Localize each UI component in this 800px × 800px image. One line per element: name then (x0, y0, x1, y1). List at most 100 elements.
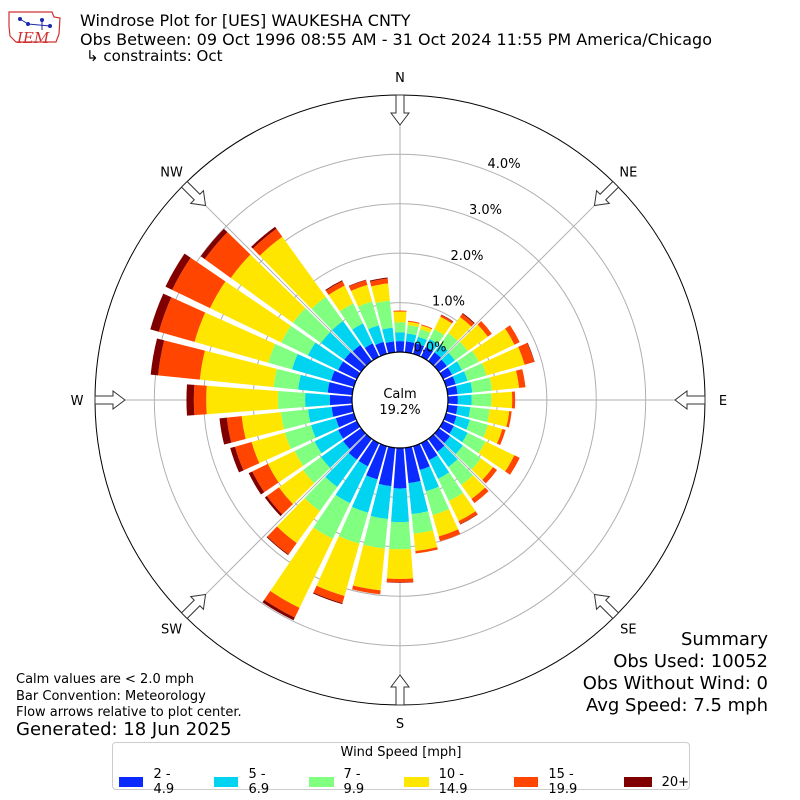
wind-bar-segment (313, 585, 345, 604)
wind-bar-segment (298, 374, 330, 393)
wind-bar-segment (230, 254, 306, 323)
wind-bar-segment (193, 384, 207, 416)
wind-bar-segment (370, 483, 392, 520)
wind-bar-segment (266, 536, 289, 556)
legend: Wind Speed [mph] 2 - 4.9 5 - 6.9 7 - 9.9… (112, 742, 690, 797)
legend-swatch (404, 777, 429, 787)
wind-bar-segment (292, 307, 331, 344)
wind-bar-segment (267, 451, 304, 483)
wind-bar-segment (432, 509, 459, 537)
wind-bar-segment (483, 424, 503, 444)
wind-bar-segment (478, 441, 515, 472)
wind-bar-segment (386, 578, 414, 583)
legend-title: Wind Speed [mph] (340, 745, 462, 760)
summary-obs-without-wind: Obs Without Wind: 0 (582, 673, 768, 694)
wind-bar-segment (158, 297, 206, 342)
wind-bar-segment (428, 434, 445, 452)
wind-bar-segment (338, 361, 361, 380)
wind-bar-segment (375, 300, 393, 330)
wind-bar-segment (459, 324, 488, 352)
wind-bar-segment (268, 343, 298, 370)
wind-bar-segment (338, 506, 369, 544)
wind-bar-segment (209, 281, 291, 343)
wind-bar-segment (241, 412, 284, 440)
flow-arrows-note: Flow arrows relative to plot center. (16, 705, 242, 720)
wind-bar-segment (206, 385, 279, 415)
radial-tick-label: 1.0% (432, 295, 465, 310)
chart-title: Windrose Plot for [UES] WAUKESHA CNTY (80, 11, 411, 30)
wind-bar-segment (284, 425, 316, 450)
iem-logo: IEM (6, 8, 64, 54)
wind-bar-segment (407, 320, 420, 324)
wind-bar-segment (262, 599, 295, 621)
wind-bar-segment (466, 419, 489, 438)
wind-bar-segment (325, 281, 345, 295)
direction-label-ne: NE (619, 166, 637, 181)
wind-bar-segment (194, 312, 276, 363)
flow-arrow-s (390, 674, 410, 706)
wind-bar-segment (316, 536, 360, 596)
legend-swatch (119, 777, 144, 787)
wind-bar-segment (443, 376, 456, 387)
legend-swatch (214, 777, 239, 787)
wind-bar-segment (348, 434, 372, 460)
wind-bar-segment (411, 511, 433, 534)
constraints: ↳ constraints: Oct (86, 47, 223, 65)
bar-convention: Bar Convention: Meteorology (16, 689, 206, 704)
wind-bar-segment (338, 420, 361, 439)
wind-bar-segment (487, 409, 510, 427)
direction-label-s: S (396, 717, 404, 732)
wind-bar-segment (165, 253, 191, 290)
wind-bar-segment (393, 447, 407, 489)
wind-bar-segment (448, 492, 476, 522)
wind-bar-segment (368, 325, 384, 345)
wind-bar-segment (386, 581, 414, 583)
wind-bar-segment (468, 407, 490, 423)
wind-bar-segment (428, 352, 442, 366)
wind-bar-segment (273, 368, 301, 390)
legend-item-bin-5: 15 - 19.9 (513, 767, 600, 797)
wind-bar-segment (364, 343, 380, 361)
wind-bar-segment (352, 585, 381, 595)
wind-bar-segment (407, 321, 420, 328)
wind-bar-segment (417, 329, 431, 340)
summary-avg-speed: Avg Speed: 7.5 mph (586, 695, 768, 716)
wind-bar-segment (351, 475, 378, 513)
wind-bar-segment (434, 359, 447, 372)
wind-bar-segment (325, 452, 357, 488)
wind-bar-segment (252, 228, 283, 256)
wind-bar-segment (335, 413, 357, 428)
wind-bar-segment (320, 441, 350, 468)
wind-bar-segment (460, 514, 478, 525)
wind-bar-segment (230, 446, 244, 473)
wind-bar-segment (438, 529, 461, 542)
wind-bar-segment (226, 416, 246, 443)
wind-bar-segment (440, 333, 458, 351)
radial-tick-label: 2.0% (450, 249, 483, 264)
wind-bar-segment (434, 428, 451, 444)
wind-bar-segment (332, 320, 361, 352)
wind-bar-segment (440, 314, 454, 324)
wind-bar-segment (327, 382, 354, 396)
wind-bar-segment (311, 418, 340, 438)
wind-bar-segment (294, 441, 322, 466)
wind-bar-segment (404, 446, 421, 484)
wind-bar-segment (464, 363, 487, 381)
wind-bar-segment (448, 341, 468, 361)
wind-bar-segment (439, 367, 453, 380)
wind-bar-segment (302, 456, 331, 484)
wind-bar-segment (395, 332, 405, 342)
wind-bar-segment (252, 463, 279, 493)
flow-arrow-nw (180, 180, 207, 207)
wind-bar-segment (448, 459, 474, 486)
angular-gridline (183, 433, 367, 617)
wind-bar-segment (438, 472, 464, 502)
wind-bar-segment (348, 280, 368, 291)
legend-swatch (309, 777, 334, 787)
wind-bar-segment (314, 429, 344, 454)
direction-label-w: W (71, 394, 84, 409)
wind-bar-segment (320, 332, 351, 360)
wind-bar-segment (393, 310, 407, 312)
wind-bar-segment (434, 344, 448, 358)
radial-tick-label: 4.0% (488, 157, 521, 172)
